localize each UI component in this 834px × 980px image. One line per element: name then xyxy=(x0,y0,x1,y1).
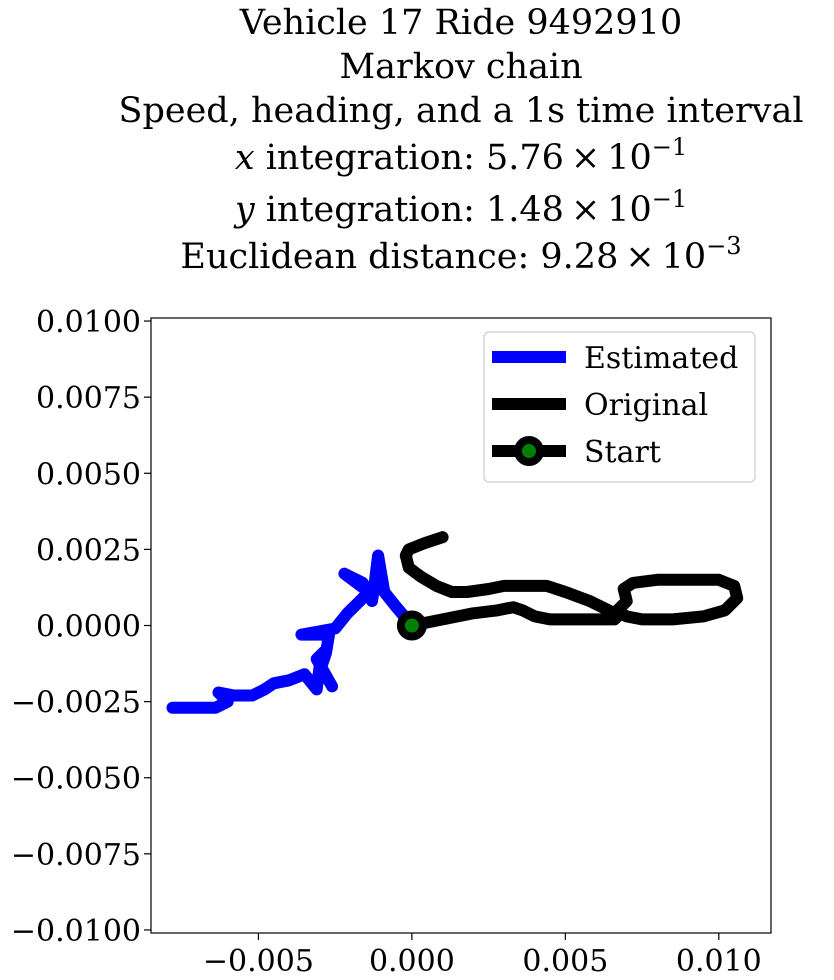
chart-title-line-6: Euclidean distance: 9.28 × 10−3 xyxy=(180,232,741,277)
y-tick-label-4: 0.0025 xyxy=(36,533,141,568)
legend: Estimated Original Start xyxy=(483,331,756,483)
x-tick-label-4: 0.010 xyxy=(676,944,762,979)
chart-title-line-4-part-2: integration: 5.76 × 10 xyxy=(255,138,652,178)
chart-title-line-4: x integration: 5.76 × 10−1 xyxy=(235,133,687,178)
legend-label-original: Original xyxy=(584,388,708,423)
y-axis: 0.0100 0.0075 0.0050 0.0025 0.0000 −0.0025 −0.… xyxy=(11,305,151,949)
y-tick-label-3: 0.0050 xyxy=(36,457,141,492)
y-tick-label-6: −0.0025 xyxy=(11,686,141,721)
series-line-original xyxy=(399,531,744,632)
y-tick-label-2: 0.0075 xyxy=(36,381,141,416)
series-line-estimated xyxy=(166,549,418,714)
legend-box xyxy=(483,331,756,483)
x-tick-label-3: 0.005 xyxy=(522,944,608,979)
chart-title-line-6-part-2: −3 xyxy=(706,232,741,260)
chart-title-line-1-part-1: Vehicle 17 Ride 9492910 xyxy=(239,3,682,43)
chart-title-line-2-part-1: Markov chain xyxy=(339,47,582,87)
start-point-marker xyxy=(396,610,427,641)
chart-title-line-5: y integration: 1.48 × 10−1 xyxy=(233,185,687,230)
chart-title-line-3-part-1: Speed, heading, and a 1s time interval xyxy=(118,91,803,131)
chart-title-line-4-part-3: −1 xyxy=(652,133,687,161)
legend-swatch-start-marker xyxy=(514,436,544,466)
chart-title-line-3: Speed, heading, and a 1s time interval xyxy=(118,91,803,131)
y-tick-label-9: −0.0100 xyxy=(11,914,141,949)
legend-label-estimated: Estimated xyxy=(584,341,738,376)
y-tick-label-7: −0.0050 xyxy=(11,762,141,797)
chart-title-line-5-part-2: integration: 1.48 × 10 xyxy=(255,190,652,230)
y-tick-label-8: −0.0075 xyxy=(11,838,141,873)
chart-title-line-5-part-3: −1 xyxy=(652,185,687,213)
y-tick-label-5: 0.0000 xyxy=(36,610,141,645)
chart-title-line-5-part-1: y xyxy=(233,190,256,230)
y-tick-label-1: 0.0100 xyxy=(36,305,141,340)
chart-title-line-6-part-1: Euclidean distance: 9.28 × 10 xyxy=(180,237,706,277)
x-axis: −0.005 0.000 0.005 0.010 xyxy=(203,933,762,979)
x-tick-label-1: −0.005 xyxy=(203,944,314,979)
plot-series xyxy=(166,531,744,714)
chart-title-line-1: Vehicle 17 Ride 9492910 xyxy=(239,3,682,43)
chart-title-line-2: Markov chain xyxy=(339,47,582,87)
x-tick-label-2: 0.000 xyxy=(369,944,455,979)
legend-label-start: Start xyxy=(584,435,661,470)
chart-title-line-4-part-1: x xyxy=(235,138,255,178)
